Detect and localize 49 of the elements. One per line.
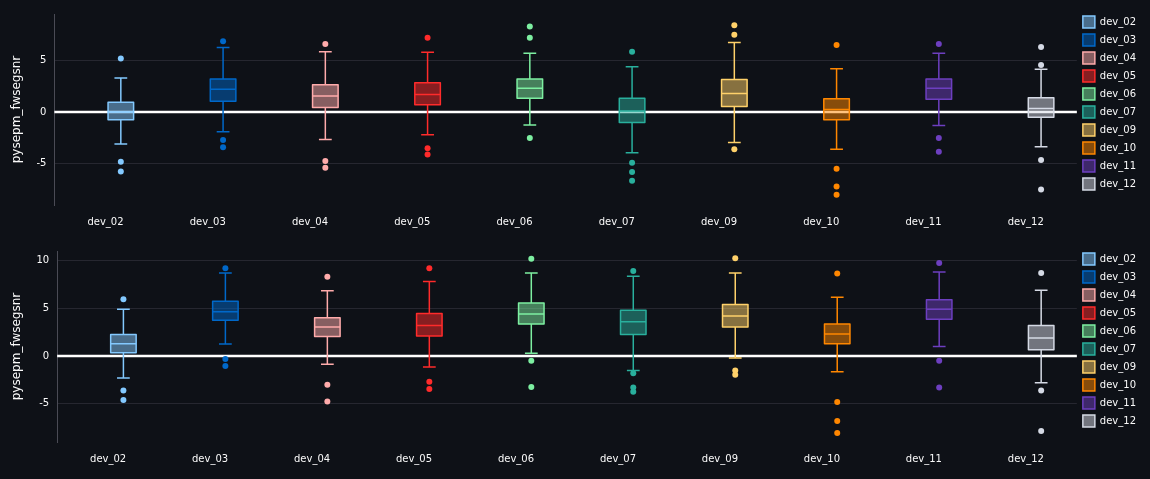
x-tick-label: dev_06: [496, 215, 533, 228]
legend-label: dev_12: [1099, 177, 1137, 190]
legend-label: dev_04: [1099, 288, 1137, 301]
legend-label: dev_07: [1099, 342, 1137, 355]
x-tick-label: dev_06: [497, 452, 535, 465]
x-tick-label: dev_05: [394, 215, 431, 228]
legend-label: dev_10: [1099, 378, 1137, 391]
x-tick-label: dev_03: [189, 215, 226, 228]
x-tick-label: dev_10: [803, 452, 840, 465]
legend-label: dev_02: [1099, 252, 1137, 265]
x-tick-label: dev_09: [700, 215, 738, 228]
x-tick-label: dev_03: [192, 452, 229, 465]
legend-label: dev_06: [1099, 324, 1137, 337]
y-tick-label: 10: [36, 254, 50, 266]
legend-label: dev_10: [1099, 141, 1137, 154]
x-tick-label: dev_07: [599, 452, 637, 465]
y-tick-label: 0: [42, 349, 50, 361]
y-tick-label: 5: [40, 54, 47, 66]
x-tick-label: dev_09: [701, 452, 739, 465]
y-tick-label: -5: [39, 397, 50, 409]
x-tick-label: dev_07: [598, 215, 635, 228]
legend-label: dev_05: [1099, 69, 1137, 82]
legend-label: dev_05: [1099, 306, 1137, 319]
y-tick-label: 5: [42, 301, 50, 313]
legend-label: dev_06: [1099, 87, 1137, 100]
x-tick-label: dev_05: [395, 452, 433, 465]
x-tick-label: dev_04: [293, 452, 331, 465]
x-tick-label: dev_12: [1007, 215, 1044, 228]
x-tick-label: dev_02: [90, 452, 127, 465]
legend-label: dev_03: [1099, 270, 1137, 283]
legend-label: dev_09: [1099, 360, 1137, 373]
legend-label: dev_03: [1099, 33, 1137, 46]
y-axis-title: pysepm_fwsegsnr: [9, 55, 24, 164]
y-tick-label: 0: [40, 105, 47, 117]
x-tick-label: dev_04: [291, 215, 329, 228]
legend-label: dev_11: [1099, 396, 1137, 409]
y-tick-label: -5: [36, 157, 47, 169]
legend-label: dev_11: [1099, 159, 1137, 172]
legend-label: dev_04: [1099, 51, 1137, 64]
legend-label: dev_02: [1099, 15, 1137, 28]
legend-label: dev_12: [1099, 414, 1137, 427]
x-tick-label: dev_11: [905, 452, 942, 465]
y-axis-title: pysepm_fwsegsnr: [9, 292, 24, 401]
x-tick-label: dev_12: [1007, 452, 1044, 465]
x-tick-label: dev_11: [905, 215, 942, 228]
x-tick-label: dev_10: [803, 215, 840, 228]
legend-label: dev_09: [1099, 123, 1137, 136]
legend-label: dev_07: [1099, 105, 1137, 118]
x-tick-label: dev_02: [87, 215, 124, 228]
